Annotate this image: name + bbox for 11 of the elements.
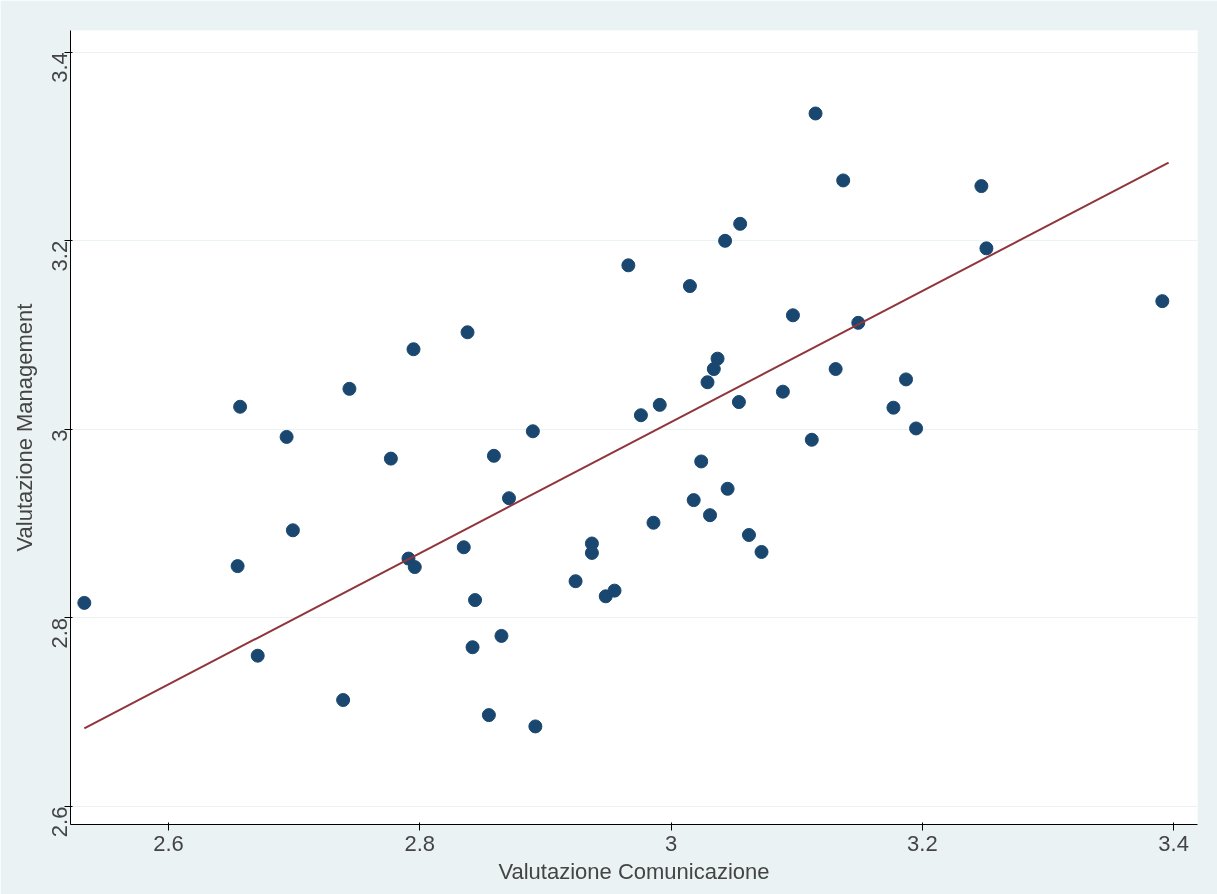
- y-tick-label: 2.8: [47, 617, 72, 649]
- y-tick-label: 3: [47, 429, 72, 442]
- y-tick-label: 3.4: [47, 52, 72, 83]
- y-axis-title: Valutazione Management: [11, 303, 37, 552]
- x-tick-label: 2.8: [404, 830, 436, 856]
- x-tick-label: 3: [664, 830, 678, 856]
- x-tick-label: 3.4: [1158, 830, 1189, 856]
- y-tick-label: 3.2: [47, 240, 72, 272]
- x-tick-label: 3.2: [907, 830, 938, 856]
- x-axis-title: Valutazione Comunicazione: [498, 858, 770, 884]
- x-tick-label: 2.6: [153, 830, 184, 856]
